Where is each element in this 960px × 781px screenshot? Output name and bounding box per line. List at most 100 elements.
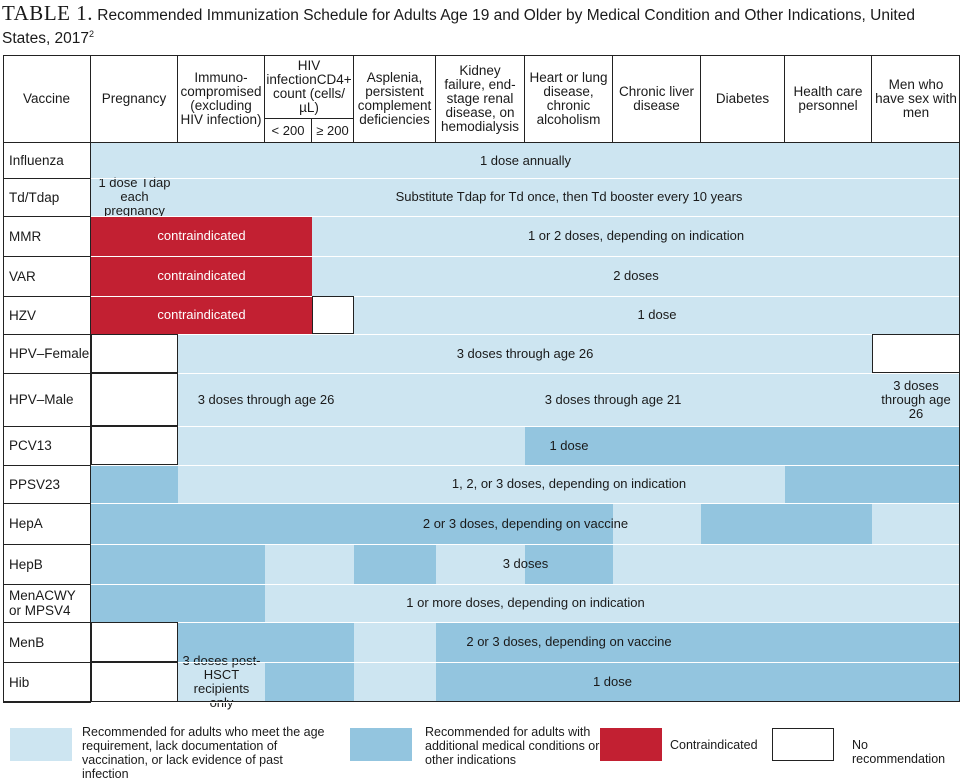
label-row-divider: [3, 503, 91, 504]
schedule-cell: [525, 662, 613, 702]
schedule-cell: [354, 503, 436, 544]
schedule-cell: [354, 465, 436, 503]
column-header-diabetes: Diabetes: [701, 55, 785, 143]
vaccine-label-menb: MenB: [3, 622, 91, 662]
schedule-cell: [785, 544, 872, 584]
schedule-cell: [613, 622, 701, 662]
schedule-cell: [872, 584, 960, 622]
legend-label: Contraindicated: [670, 738, 758, 752]
schedule-cell: [701, 544, 785, 584]
schedule-cell: [613, 256, 701, 296]
table-title-text: Recommended Immunization Schedule for Ad…: [2, 7, 915, 48]
schedule-cell: [872, 296, 960, 334]
row-divider: [91, 373, 960, 374]
no-recommendation-outline: [91, 373, 178, 426]
vaccine-label-hpv-female: HPV–Female: [3, 334, 91, 373]
schedule-cell: [91, 584, 178, 622]
schedule-cell: [525, 334, 613, 373]
schedule-cell: [178, 296, 265, 334]
schedule-cell: [354, 178, 436, 216]
schedule-cell: [312, 622, 354, 662]
schedule-cell: [525, 216, 613, 256]
legend-swatch-light: [10, 728, 72, 761]
schedule-cell: [613, 465, 701, 503]
vaccine-label-hepa: HepA: [3, 503, 91, 544]
schedule-cell: [785, 662, 872, 702]
schedule-cell: [91, 216, 178, 256]
schedule-cell: [701, 178, 785, 216]
schedule-cell: [178, 544, 265, 584]
recommendation-text: 1 or 2 doses, depending on indication: [527, 228, 745, 243]
column-subheader-cd4-low: < 200: [265, 118, 312, 143]
schedule-cell: [436, 178, 525, 216]
schedule-cell: [265, 334, 312, 373]
label-row-divider: [3, 178, 91, 179]
schedule-cell: [436, 296, 525, 334]
table-title: TABLE 1. Recommended Immunization Schedu…: [2, 1, 952, 48]
schedule-cell: [525, 296, 613, 334]
row-divider: [91, 178, 960, 179]
schedule-cell: [91, 503, 178, 544]
schedule-cell: [701, 296, 785, 334]
schedule-cell: [265, 296, 312, 334]
schedule-cell: [312, 544, 354, 584]
immunization-schedule-table: Vaccine Pregnancy Immuno-compromised (excl…: [3, 55, 960, 710]
vaccine-label-hpv-male: HPV–Male: [3, 373, 91, 426]
schedule-cell: [436, 584, 525, 622]
schedule-cell: [525, 465, 613, 503]
schedule-cell: [613, 296, 701, 334]
schedule-cell: [785, 426, 872, 465]
schedule-cell: [91, 426, 178, 465]
schedule-cell: [354, 544, 436, 584]
schedule-cell: [872, 426, 960, 465]
schedule-cell: [354, 216, 436, 256]
recommendation-text: 3 doses through age 21: [544, 391, 682, 407]
legend-label: Recommended for adults with additional m…: [425, 725, 600, 767]
vaccine-label-td-tdap: Td/Tdap: [3, 178, 91, 216]
label-row-divider: [3, 465, 91, 466]
column-header-vaccine: Vaccine: [3, 55, 91, 143]
schedule-cell: [872, 143, 960, 178]
schedule-cell: [312, 584, 354, 622]
label-row-divider: [3, 216, 91, 217]
schedule-cell: [354, 584, 436, 622]
legend-label: No recommendation: [852, 738, 946, 766]
schedule-cell: [613, 178, 701, 216]
column-header-health-care-personnel: Health care personnel: [785, 55, 872, 143]
schedule-cell: [265, 662, 312, 702]
schedule-cell: [785, 373, 872, 426]
schedule-cell: [312, 465, 354, 503]
schedule-cell: [354, 256, 436, 296]
recommendation-text: 1 or more doses, depending on indication: [406, 595, 645, 610]
row-divider: [91, 256, 960, 257]
label-row-divider: [3, 334, 91, 335]
recommendation-text: 1 dose annually: [479, 152, 572, 168]
schedule-cell: [354, 296, 436, 334]
vaccine-label-pcv13: PCV13: [3, 426, 91, 465]
schedule-cell: [265, 256, 312, 296]
table-frame: [3, 55, 960, 702]
recommendation-text: contraindicated: [157, 268, 246, 283]
schedule-cell: [312, 426, 354, 465]
schedule-cell: [91, 465, 178, 503]
no-recommendation-outline: [91, 426, 178, 465]
schedule-cell: [785, 256, 872, 296]
column-header-hiv-infectioncd4-count: HIV infectionCD4+ count (cells/µL): [265, 55, 354, 118]
row-divider: [91, 216, 960, 217]
schedule-cell: [91, 662, 178, 702]
recommendation-text: 3 doses through age 26: [197, 391, 335, 407]
vaccine-label-influenza: Influenza: [3, 143, 91, 178]
schedule-cell: [178, 426, 265, 465]
schedule-cell: [312, 373, 354, 426]
schedule-cell: [354, 143, 436, 178]
schedule-cell: [265, 503, 312, 544]
schedule-cell: [613, 662, 701, 702]
row-divider: [91, 334, 960, 335]
column-header-heart-or-lung: Heart or lung disease, chronic alcoholis…: [525, 55, 613, 143]
schedule-cell: [312, 178, 354, 216]
schedule-cell: [525, 426, 613, 465]
schedule-cell: [91, 256, 178, 296]
table-number: TABLE 1.: [2, 1, 93, 25]
schedule-cell: [785, 622, 872, 662]
schedule-cell: [265, 544, 312, 584]
